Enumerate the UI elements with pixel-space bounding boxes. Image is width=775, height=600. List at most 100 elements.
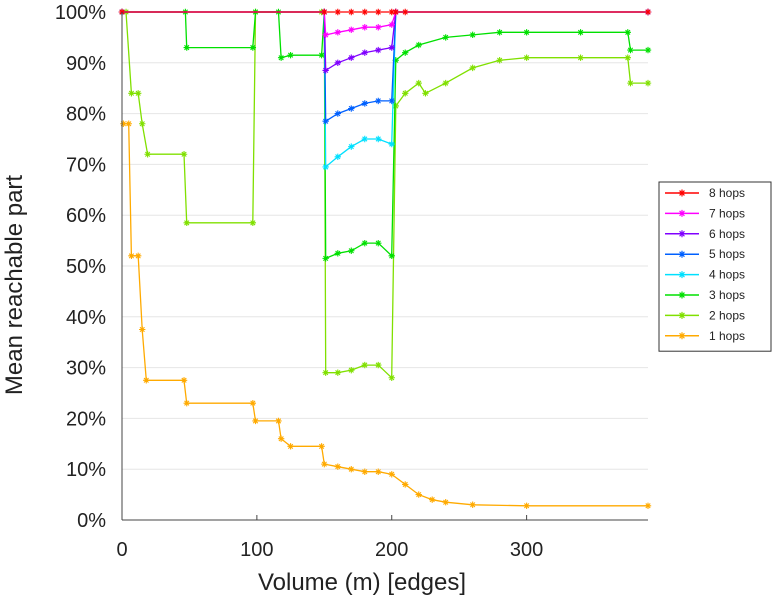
data-point [624,29,631,36]
data-point [277,435,285,442]
data-point [402,49,409,56]
data-point [429,496,436,503]
data-point [523,29,530,36]
data-point [348,105,355,112]
data-point [321,8,328,16]
series-2-hops [118,8,652,381]
data-point [392,57,399,64]
data-point [442,79,449,87]
data-point [523,54,530,61]
y-tick-label: 30% [66,358,106,380]
data-point [348,466,355,473]
data-point [334,8,341,16]
legend-marker [678,250,686,258]
data-point [348,366,355,374]
data-point [183,44,190,51]
data-point [322,67,329,74]
data-point [375,239,382,247]
data-point [442,499,449,506]
legend-marker [678,311,686,319]
legend-label: 2 hops [709,308,745,322]
x-tick-label: 200 [375,539,408,561]
data-point [348,247,355,254]
series-line [122,11,648,36]
data-point [392,8,399,16]
x-tick-label: 0 [116,539,127,561]
data-point [388,140,395,148]
legend-item: 3 hops [665,288,745,302]
data-point [287,51,294,59]
legend-box [658,181,772,352]
data-point [388,97,395,105]
data-point [144,151,151,158]
data-point [644,79,652,87]
legend-label: 8 hops [709,186,745,200]
legend-item: 2 hops [665,308,745,322]
series-line [122,11,648,123]
data-point [334,153,341,160]
data-point [415,491,422,498]
data-point [120,120,127,127]
data-point [334,250,341,257]
data-point [348,143,355,150]
data-point [334,110,341,117]
data-point [627,46,634,54]
data-point [361,24,368,31]
series-line [122,11,648,169]
data-point [134,252,142,260]
data-point [375,24,382,31]
data-point [318,443,325,450]
data-point [523,502,530,509]
legend-marker [678,209,686,217]
data-point [322,369,329,376]
data-point [375,135,382,143]
series-line [122,11,648,380]
legend-item: 6 hops [665,227,745,241]
legend-item: 1 hops [665,329,745,343]
data-point [361,135,368,143]
data-point [644,502,652,509]
data-point [139,120,146,127]
series-line [122,11,648,72]
legend-marker [678,230,686,238]
data-point [361,468,368,475]
legend-item: 8 hops [665,186,745,200]
data-point [496,57,503,64]
data-point [322,163,329,171]
y-tick-label: 70% [66,154,106,176]
axes: 0% 10% 20% 30% 40% 50% 60% 70% 80% 90% 100% 0 100 200… [55,2,648,561]
data-point [361,361,368,369]
y-tick-label: 60% [66,205,106,227]
data-point [183,219,190,227]
data-point [577,29,584,36]
series-8-hops [118,8,652,16]
data-point [348,8,355,16]
data-point [388,44,395,51]
legend-item: 5 hops [665,247,745,261]
data-point [375,468,382,475]
series-7-hops [118,8,652,39]
grid-lines [122,11,648,521]
series-6-hops [118,8,652,74]
legend-label: 1 hops [709,329,745,343]
data-point [415,41,422,49]
y-tick-label: 100% [55,2,106,24]
data-point [577,54,584,61]
data-point [348,54,355,61]
y-tick-label: 0% [77,510,106,532]
data-point [334,59,341,66]
data-point [139,326,146,333]
series-1-hops [120,120,652,509]
legend-marker [678,271,686,279]
data-point [624,54,631,61]
data-point [388,8,395,16]
data-point [627,79,634,87]
data-point [180,151,188,158]
legend-label: 6 hops [709,227,745,241]
data-point [375,361,382,369]
y-tick-label: 80% [66,104,106,126]
legend-label: 3 hops [709,288,745,302]
data-point [644,46,652,54]
legend-label: 4 hops [709,268,745,282]
legend-label: 7 hops [709,206,745,220]
